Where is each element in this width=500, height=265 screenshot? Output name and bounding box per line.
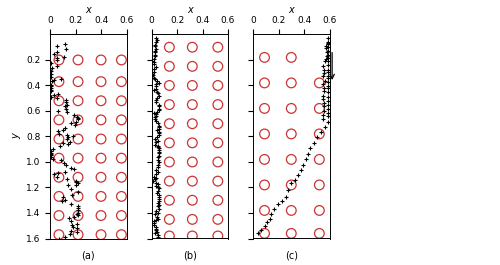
Text: (a): (a) [82,251,95,261]
Y-axis label: y: y [12,134,22,139]
Text: (c): (c) [285,251,298,261]
Text: (b): (b) [183,251,196,261]
X-axis label: x: x [187,5,192,15]
X-axis label: x: x [288,5,294,15]
X-axis label: x: x [86,5,91,15]
